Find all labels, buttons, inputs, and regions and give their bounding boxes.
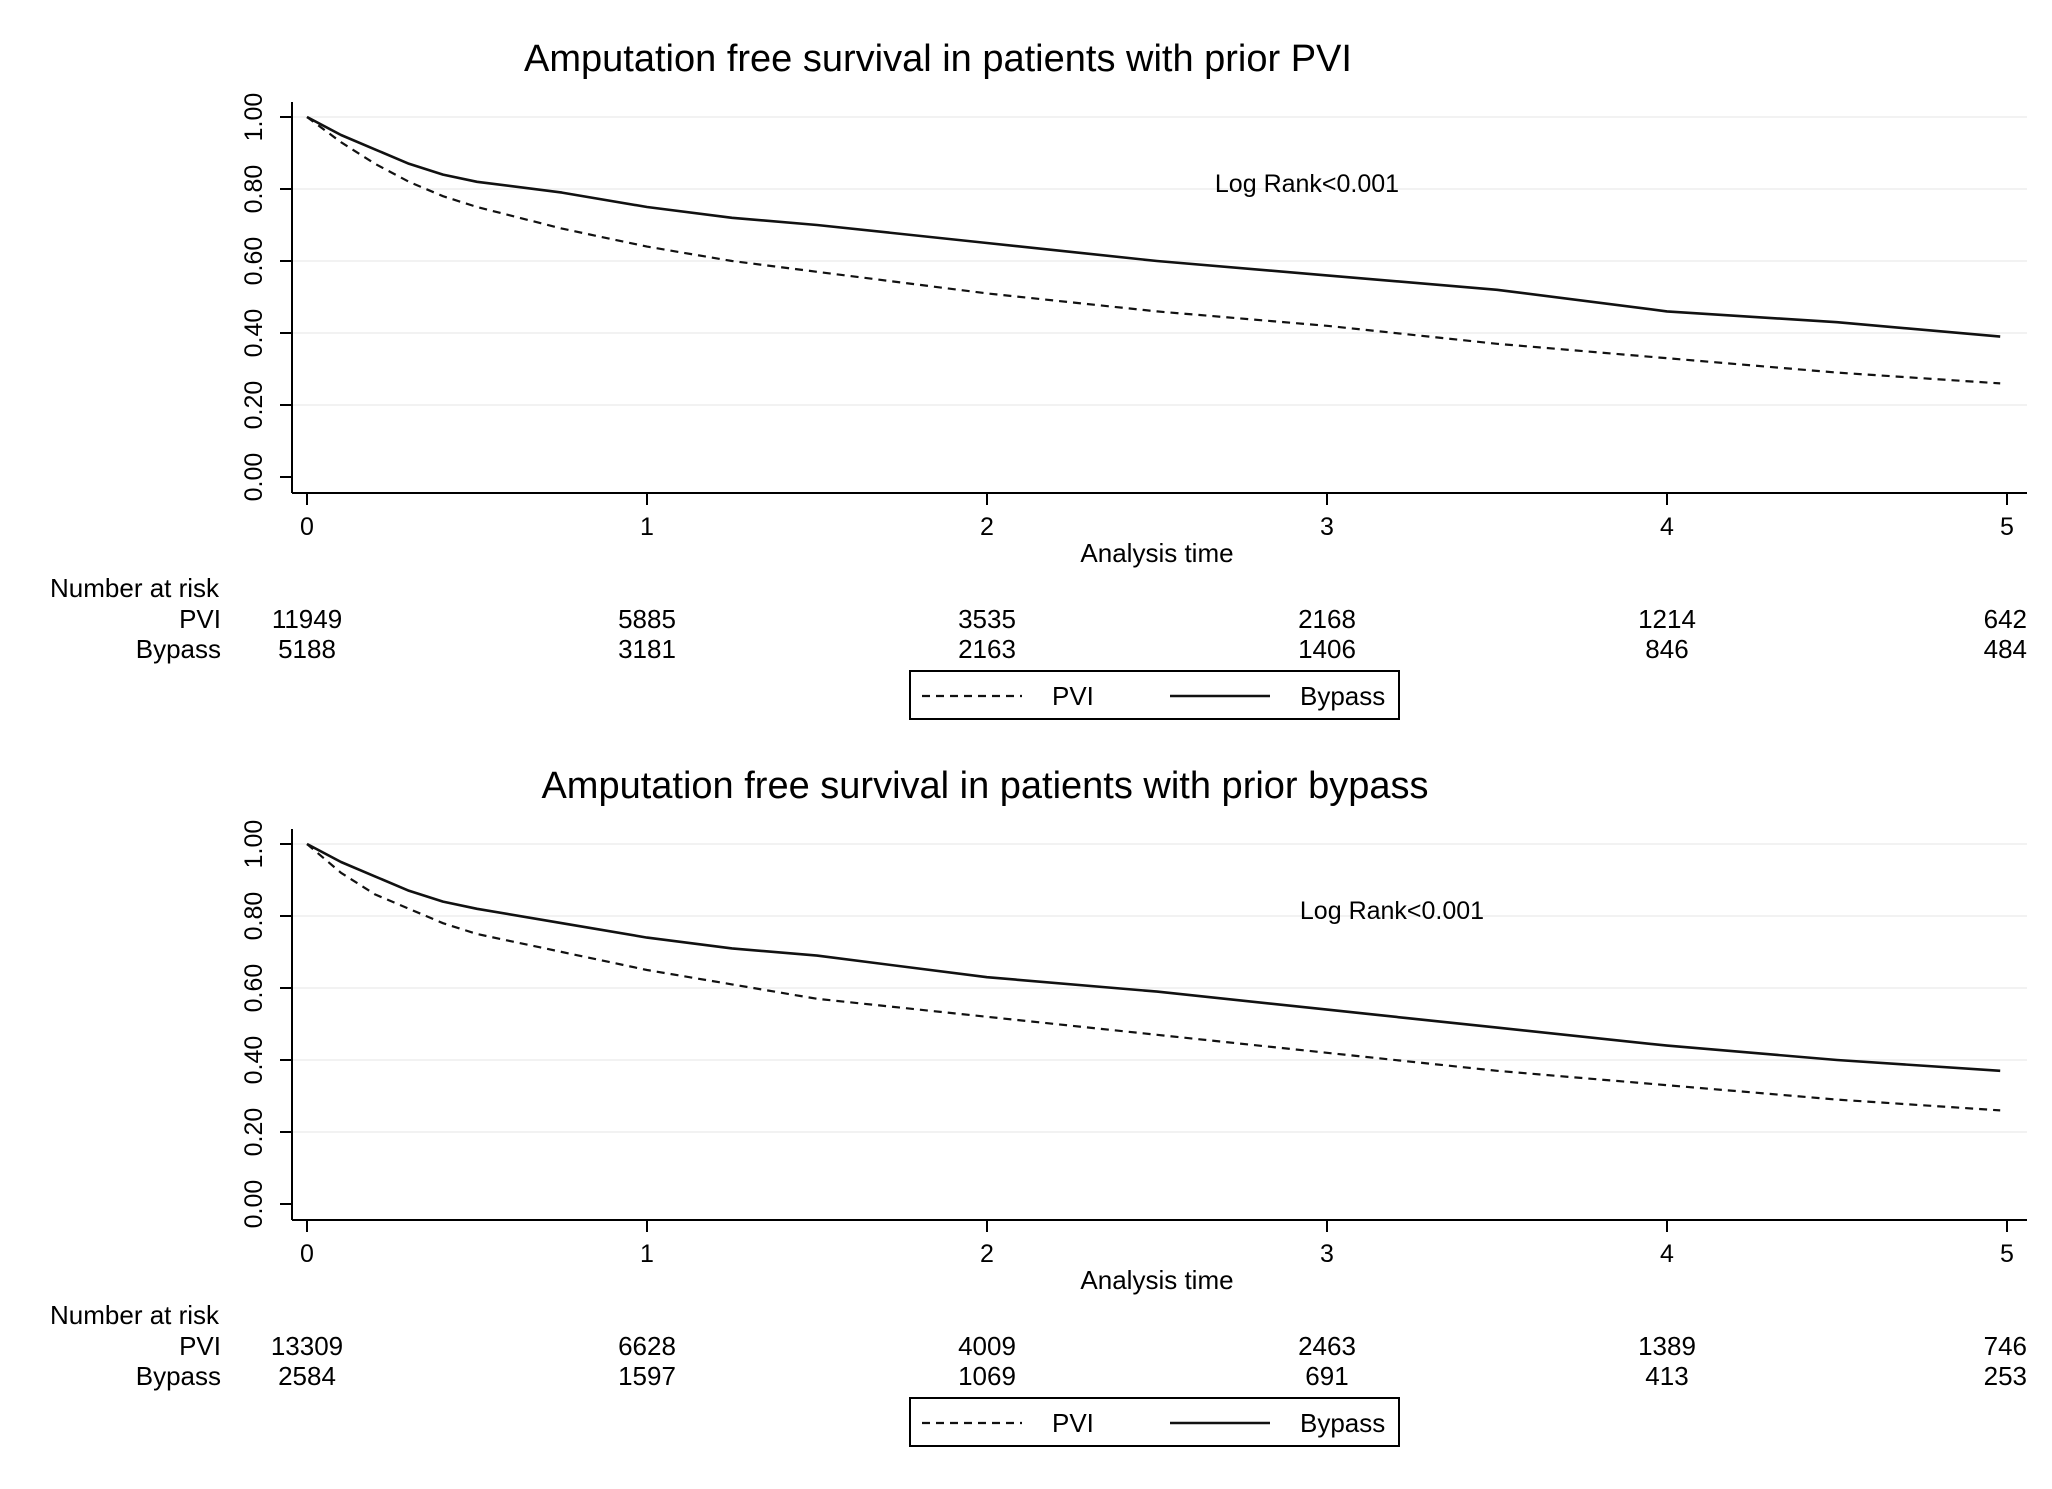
y-tick-label: 1.00: [240, 820, 268, 869]
legend-label-bypass: Bypass: [1300, 1408, 1385, 1438]
risk-cell: 5188: [278, 634, 336, 664]
y-tick-label: 0.80: [240, 892, 268, 941]
risk-cell: 2168: [1298, 604, 1356, 634]
x-tick-label: 2: [980, 1240, 994, 1268]
risk-row-label: Bypass: [136, 1361, 221, 1391]
y-tick-label: 0.60: [240, 964, 268, 1013]
y-tick-label: 0.40: [240, 1036, 268, 1085]
risk-cell: 3535: [958, 604, 1016, 634]
y-tick-label: 0.60: [240, 237, 268, 286]
risk-cell: 2584: [278, 1361, 336, 1391]
chart-panel-prior-bypass: Amputation free survival in patients wit…: [50, 765, 2027, 1447]
risk-row-label: PVI: [179, 1331, 221, 1361]
x-tick-label: 2: [980, 513, 994, 541]
risk-row-label: Bypass: [136, 634, 221, 664]
chart-panel-prior-pvi: Amputation free survival in patients wit…: [50, 38, 2027, 720]
x-tick-label: 3: [1320, 513, 1334, 541]
x-tick-label: 0: [300, 1240, 314, 1268]
x-axis-label: Analysis time: [1080, 538, 1233, 568]
legend: PVI Bypass: [909, 670, 1400, 720]
chart-title: Amputation free survival in patients wit…: [524, 38, 1352, 80]
y-tick-label: 0.00: [240, 453, 268, 502]
y-tick-label: 0.80: [240, 165, 268, 214]
y-tick-label: 0.20: [240, 381, 268, 430]
risk-cell: 11949: [272, 604, 342, 634]
risk-cell: 1214: [1638, 604, 1696, 634]
risk-cell: 1389: [1638, 1331, 1696, 1361]
y-tick-label: 0.20: [240, 1108, 268, 1157]
risk-cell: 4009: [958, 1331, 1016, 1361]
risk-cell: 642: [1984, 604, 2027, 634]
risk-cell: 1597: [618, 1361, 676, 1391]
risk-cell: 1069: [958, 1361, 1016, 1391]
legend-label-bypass: Bypass: [1300, 681, 1385, 711]
risk-cell: 5885: [618, 604, 676, 634]
y-tick-label: 0.40: [240, 309, 268, 358]
risk-cell: 2463: [1298, 1331, 1356, 1361]
legend-box: [909, 670, 1400, 720]
x-tick-label: 5: [2000, 513, 2014, 541]
chart-title: Amputation free survival in patients wit…: [541, 765, 1428, 807]
x-tick-label: 4: [1660, 1240, 1674, 1268]
legend-label-pvi: PVI: [1052, 1408, 1094, 1438]
y-tick-label: 1.00: [240, 93, 268, 142]
y-tick-label: 0.00: [240, 1180, 268, 1229]
x-tick-label: 1: [640, 1240, 654, 1268]
legend: PVI Bypass: [909, 1397, 1400, 1447]
x-tick-label: 3: [1320, 1240, 1334, 1268]
x-tick-label: 0: [300, 513, 314, 541]
risk-cell: 484: [1984, 634, 2027, 664]
series-line-bypass: [306, 115, 2001, 338]
risk-cell: 746: [1984, 1331, 2027, 1361]
risk-cell: 2163: [958, 634, 1016, 664]
risk-cell: 13309: [271, 1331, 343, 1361]
risk-cell: 253: [1984, 1361, 2027, 1391]
risk-table-header: Number at risk: [50, 573, 220, 603]
series-line-bypass: [306, 842, 2001, 1073]
legend-box: [909, 1397, 1400, 1447]
risk-cell: 413: [1645, 1361, 1688, 1391]
x-axis-label: Analysis time: [1080, 1265, 1233, 1295]
risk-cell: 1406: [1298, 634, 1356, 664]
risk-cell: 3181: [618, 634, 676, 664]
risk-cell: 691: [1305, 1361, 1348, 1391]
risk-cell: 6628: [618, 1331, 676, 1361]
log-rank-annotation: Log Rank<0.001: [1300, 897, 1484, 925]
risk-cell: 846: [1645, 634, 1688, 664]
series-line-pvi: [306, 116, 2001, 385]
log-rank-annotation: Log Rank<0.001: [1215, 170, 1399, 198]
risk-table-header: Number at risk: [50, 1300, 220, 1330]
x-tick-label: 1: [640, 513, 654, 541]
legend-label-pvi: PVI: [1052, 681, 1094, 711]
x-tick-label: 5: [2000, 1240, 2014, 1268]
x-tick-label: 4: [1660, 513, 1674, 541]
series-line-pvi: [306, 843, 2001, 1112]
risk-row-label: PVI: [179, 604, 221, 634]
